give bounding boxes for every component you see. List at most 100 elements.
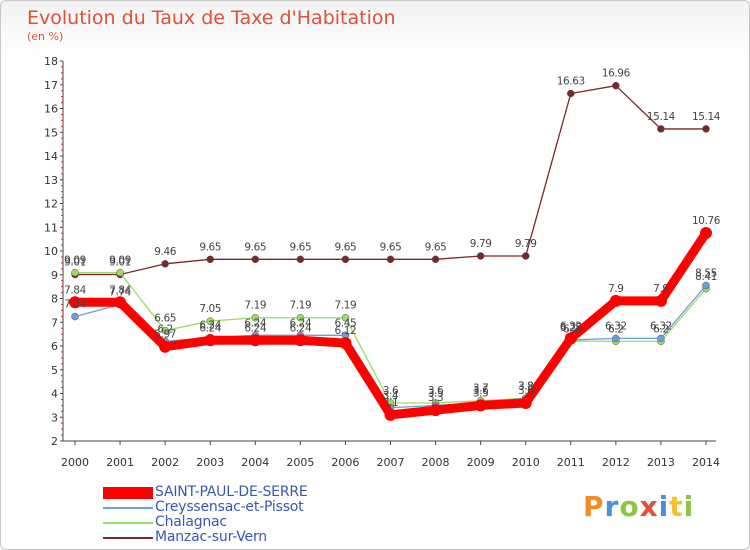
y-tick-label: 13 bbox=[44, 174, 58, 187]
data-point bbox=[296, 313, 305, 322]
y-tick-label: 14 bbox=[44, 150, 58, 163]
x-tick-label: 2010 bbox=[512, 456, 540, 469]
data-label: 16.63 bbox=[557, 76, 585, 88]
data-point bbox=[702, 281, 710, 290]
legend-label: Creyssensac-et-Pissot bbox=[155, 499, 304, 515]
y-tick-label: 6 bbox=[51, 340, 58, 353]
data-point bbox=[251, 255, 260, 264]
legend-swatch bbox=[103, 522, 153, 524]
data-label: 6.45 bbox=[335, 317, 357, 329]
data-point bbox=[386, 255, 395, 264]
x-tick-label: 2006 bbox=[331, 456, 359, 469]
logo-letter: i bbox=[658, 490, 670, 523]
data-label: 3.6 bbox=[518, 385, 534, 397]
data-label: 9.65 bbox=[380, 241, 402, 253]
data-label: 6.24 bbox=[199, 320, 221, 332]
x-tick-label: 2002 bbox=[151, 456, 179, 469]
data-label: 7.19 bbox=[289, 300, 311, 312]
data-label: 3.8 bbox=[518, 380, 534, 392]
data-point bbox=[657, 334, 665, 343]
x-tick-label: 2008 bbox=[422, 456, 450, 469]
data-point bbox=[294, 334, 307, 347]
data-label: 6.32 bbox=[605, 320, 627, 332]
legend-swatch bbox=[103, 507, 153, 509]
x-tick-label: 2001 bbox=[106, 456, 134, 469]
data-point bbox=[612, 334, 620, 343]
data-label: 6.24 bbox=[244, 322, 266, 334]
y-tick-label: 2 bbox=[51, 435, 58, 448]
y-tick-label: 10 bbox=[44, 245, 58, 258]
legend: SAINT-PAUL-DE-SERRE Creyssensac-et-Pisso… bbox=[103, 484, 363, 545]
chart-title: Evolution du Taux de Taxe d'Habitation bbox=[27, 7, 396, 29]
data-point bbox=[429, 404, 442, 417]
logo-letter: o bbox=[619, 490, 640, 523]
data-label: 5.97 bbox=[154, 329, 176, 341]
data-label: 3.7 bbox=[473, 383, 489, 395]
data-label: 7.84 bbox=[64, 284, 86, 296]
legend-swatch bbox=[103, 537, 153, 539]
data-label: 6.2 bbox=[653, 323, 669, 335]
data-point bbox=[700, 226, 712, 239]
data-labels-layer: 9.01 9.01 9.46 9.65 9.65 9.65 9.65 9.65 9.65 9.79… bbox=[64, 68, 721, 409]
data-label: 6.24 bbox=[289, 322, 311, 334]
y-tick-label: 16 bbox=[44, 103, 58, 116]
data-label: 7.19 bbox=[335, 300, 357, 312]
x-tick-label: 2004 bbox=[241, 456, 269, 469]
data-point bbox=[564, 332, 577, 345]
data-point bbox=[657, 125, 665, 133]
data-label: 6.24 bbox=[199, 322, 221, 334]
legend-swatch bbox=[103, 487, 153, 499]
y-tick-label: 18 bbox=[44, 55, 58, 68]
logo-letter: x bbox=[639, 490, 659, 523]
data-label: 3.1 bbox=[383, 397, 399, 409]
data-label: 3.5 bbox=[428, 387, 444, 399]
data-point bbox=[249, 334, 262, 347]
y-tick-label: 11 bbox=[44, 221, 58, 234]
data-label: 9.09 bbox=[64, 255, 86, 267]
data-point bbox=[341, 255, 350, 264]
legend-label: Manzac-sur-Vern bbox=[155, 529, 267, 545]
data-label: 7.19 bbox=[244, 300, 266, 312]
series-layer bbox=[69, 81, 712, 421]
data-label: 9.65 bbox=[289, 241, 311, 253]
data-point bbox=[206, 255, 214, 264]
data-point bbox=[431, 255, 440, 264]
data-label: 10.76 bbox=[692, 215, 721, 227]
data-point bbox=[114, 296, 127, 309]
data-label: 8.41 bbox=[695, 271, 717, 283]
data-label: 9.65 bbox=[244, 241, 266, 253]
data-point bbox=[69, 296, 81, 309]
y-tick-label: 5 bbox=[51, 364, 58, 377]
data-label: 7.05 bbox=[199, 303, 221, 315]
data-label: 3.4 bbox=[383, 390, 399, 402]
logo-letter: r bbox=[604, 490, 620, 523]
data-label: 3.3 bbox=[428, 392, 444, 404]
data-point bbox=[567, 89, 575, 98]
logo-letter: P bbox=[583, 490, 605, 523]
data-label: 6.12 bbox=[335, 325, 357, 337]
data-label: 3.6 bbox=[473, 385, 489, 397]
data-label: 9.79 bbox=[470, 238, 492, 250]
data-point bbox=[71, 268, 79, 277]
data-point bbox=[612, 81, 620, 90]
data-label: 9.01 bbox=[64, 257, 86, 269]
data-label: 9.65 bbox=[425, 241, 447, 253]
data-label: 15.14 bbox=[692, 111, 721, 123]
data-label: 3.6 bbox=[428, 385, 444, 397]
data-label: 3.6 bbox=[383, 385, 399, 397]
data-point bbox=[341, 313, 350, 322]
data-label: 6.24 bbox=[289, 317, 311, 329]
data-point bbox=[476, 252, 485, 260]
data-label: 9.09 bbox=[109, 255, 131, 267]
x-tick-label: 2000 bbox=[61, 456, 89, 469]
data-label: 7.74 bbox=[109, 287, 131, 299]
y-tick-label: 3 bbox=[51, 411, 58, 424]
data-point bbox=[116, 268, 124, 277]
y-tick-label: 15 bbox=[44, 126, 58, 139]
data-label: 6.2 bbox=[608, 323, 624, 335]
data-label: 9.01 bbox=[109, 257, 131, 269]
x-tick-label: 2007 bbox=[377, 456, 405, 469]
data-label: 15.14 bbox=[647, 111, 676, 123]
data-point bbox=[521, 252, 530, 260]
